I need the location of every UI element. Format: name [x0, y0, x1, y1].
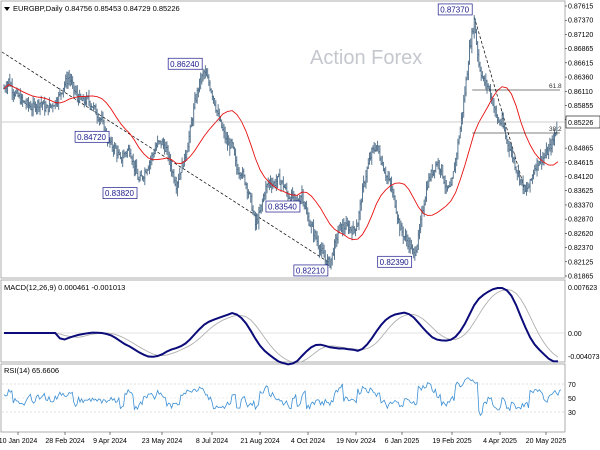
macd-tick-top: 0.007623: [568, 285, 597, 292]
price-tick-label: 0.86110: [568, 89, 593, 96]
date-tick-label: 4 Apr 2025: [483, 438, 517, 445]
macd-tick-zero: 0.00: [568, 331, 582, 338]
level-annotation-label: 0.86240: [170, 60, 199, 69]
level-annotation-label: 0.87370: [440, 5, 469, 14]
price-tick-label: 0.86865: [568, 46, 593, 53]
last-price-box: [565, 115, 600, 129]
level-annotation-box: [293, 264, 329, 277]
price-tick-label: 0.86360: [568, 75, 593, 82]
price-tick-label: 0.84865: [568, 146, 593, 153]
date-tick-label: 9 Apr 2024: [93, 438, 127, 445]
level-annotation-label: 0.83540: [268, 203, 297, 212]
watermark: Action Forex: [310, 47, 422, 69]
last-price-label: 0.85226: [568, 120, 593, 127]
chart-title: EURGBP,Daily: [13, 4, 63, 13]
macd-panel-frame: [0, 279, 566, 363]
price-tick-label: 0.82620: [568, 231, 593, 238]
date-tick-label: 23 May 2024: [142, 438, 183, 445]
level-annotation-box: [377, 255, 413, 268]
rsi-tick-30: 30: [568, 410, 576, 417]
date-tick-label: 19 Feb 2025: [432, 438, 471, 445]
date-tick-label: 19 Nov 2024: [336, 438, 376, 445]
level-annotation-box: [167, 57, 203, 70]
level-annotation-box: [102, 187, 138, 199]
price-tick-label: 0.87370: [568, 18, 593, 25]
price-tick-label: 0.82125: [568, 259, 593, 266]
price-tick-label: 0.81865: [568, 274, 593, 281]
macd-line: [4, 287, 559, 366]
macd-tick-bottom: -0.004073: [568, 354, 600, 361]
rsi-tick-50: 50: [568, 396, 576, 403]
symbol-dropdown-icon[interactable]: [4, 7, 10, 11]
macd-title: MACD(12,26,9) 0.000461 -0.001013: [4, 283, 125, 292]
level-annotation-box: [265, 200, 301, 213]
price-tick-label: 0.86615: [568, 60, 593, 67]
level-annotation-label: 0.82390: [380, 258, 409, 267]
date-tick-label: 4 Oct 2024: [291, 438, 325, 445]
fib-618-label: 61.8: [549, 83, 562, 90]
price-tick-label: 0.83625: [568, 188, 593, 195]
price-tick-label: 0.87120: [568, 32, 593, 39]
date-tick-label: 20 May 2025: [526, 438, 567, 445]
price-tick-label: 0.84120: [568, 174, 593, 181]
ohlc-readout: 0.84756 0.85453 0.84729 0.85226: [65, 4, 180, 13]
level-annotation-box: [74, 130, 110, 143]
rsi-title: RSI(14) 65.6606: [4, 366, 59, 375]
price-tick-label: 0.84615: [568, 160, 593, 167]
price-tick-label: 0.82370: [568, 245, 593, 252]
price-tick-label: 0.85855: [568, 103, 593, 110]
level-annotation-label: 0.83820: [105, 189, 134, 198]
rsi-tick-70: 70: [568, 382, 576, 389]
date-tick-label: 10 Jan 2024: [0, 438, 37, 445]
moving-average-line: [3, 83, 559, 241]
level-annotation-label: 0.84720: [77, 133, 106, 142]
level-annotation-label: 0.82210: [296, 266, 325, 275]
date-tick-label: 8 Jul 2024: [196, 438, 228, 445]
price-tick-label: 0.87615: [568, 4, 593, 11]
price-tick-label: 0.83370: [568, 202, 593, 209]
level-annotation-box: [437, 3, 473, 16]
date-tick-label: 28 Feb 2024: [45, 438, 84, 445]
price-tick-label: 0.82870: [568, 217, 593, 224]
date-tick-label: 6 Jan 2025: [385, 438, 420, 445]
date-tick-label: 21 Aug 2024: [240, 438, 279, 445]
rsi-line: [3, 377, 562, 417]
fib-382-label: 38.2: [549, 126, 562, 133]
